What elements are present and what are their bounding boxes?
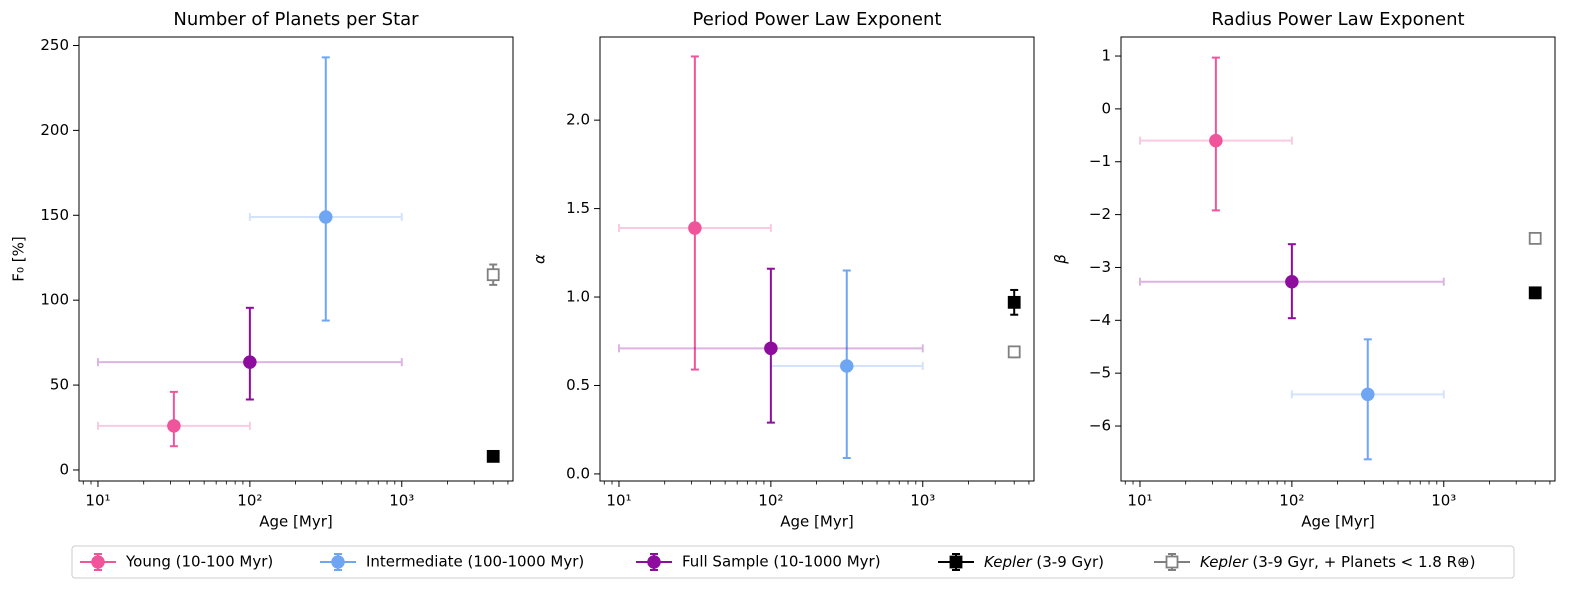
x-tick-label: 10³ [910, 492, 935, 510]
y-tick-label: 250 [40, 36, 69, 54]
point [764, 341, 778, 356]
y-tick-label: −6 [1089, 417, 1111, 435]
x-tick-label: 10² [1279, 492, 1304, 510]
point [1007, 345, 1021, 359]
y-tick-label: 1.0 [566, 288, 590, 306]
point [1361, 387, 1375, 402]
y-tick-label: 100 [40, 291, 69, 309]
legend-box [71, 545, 1515, 579]
y-tick-label: 1 [1101, 47, 1111, 65]
y-tick-label: 0 [1101, 99, 1111, 117]
legend-marker [331, 555, 345, 569]
legend-marker [647, 555, 661, 569]
x-axis-label: Age [Myr] [780, 513, 853, 531]
y-tick-label: 50 [50, 376, 69, 394]
legend-label: Kepler (3-9 Gyr, + Planets < 1.8 R⊕) [1200, 553, 1475, 571]
x-axis-label: Age [Myr] [259, 513, 332, 531]
y-tick-label: −2 [1089, 205, 1111, 223]
point [1007, 295, 1021, 309]
legend-label: Full Sample (10-1000 Myr) [682, 553, 881, 571]
x-axis-label: Age [Myr] [1301, 513, 1374, 531]
x-tick-label: 10³ [389, 492, 414, 510]
y-tick-label: 0 [59, 460, 69, 478]
point [243, 355, 257, 369]
y-tick-label: 1.5 [566, 199, 590, 217]
x-tick-label: 10¹ [1127, 492, 1152, 510]
point [486, 449, 500, 463]
y-error-bar [169, 390, 178, 448]
y-error-bar [690, 55, 699, 371]
plot-frame [1120, 36, 1556, 482]
point [1528, 231, 1542, 245]
y-tick-label: 0.5 [566, 376, 590, 394]
legend-label: Intermediate (100-1000 Myr) [366, 553, 584, 571]
legend-label: Young (10-100 Myr) [125, 553, 273, 571]
y-tick-label: −3 [1089, 258, 1111, 276]
point [1528, 286, 1542, 300]
y-tick-label: −4 [1089, 311, 1111, 329]
legend-label: Kepler (3-9 Gyr) [984, 553, 1104, 571]
point [486, 268, 500, 282]
legend-marker [949, 555, 963, 569]
point [167, 419, 181, 433]
point [688, 221, 702, 235]
plot-frame [599, 36, 1035, 482]
y-error-bar [245, 306, 254, 401]
y-axis-label: F₀ [%] [10, 236, 28, 281]
x-tick-label: 10² [758, 492, 783, 510]
x-tick-label: 10¹ [606, 492, 631, 510]
point [1285, 274, 1299, 289]
y-tick-label: 150 [40, 206, 69, 224]
x-tick-label: 10¹ [85, 492, 110, 510]
y-error-bar [321, 56, 330, 322]
legend-marker [1165, 555, 1179, 569]
y-tick-label: 200 [40, 121, 69, 139]
x-tick-label: 10² [237, 492, 262, 510]
y-tick-label: −1 [1089, 152, 1111, 170]
y-tick-label: 2.0 [566, 111, 590, 129]
point [319, 210, 333, 224]
x-tick-label: 10³ [1431, 492, 1456, 510]
chart-title: Period Power Law Exponent [693, 9, 942, 30]
plot-frame [78, 36, 514, 482]
y-axis-label: β [1052, 254, 1070, 265]
legend-marker [91, 555, 105, 569]
y-tick-label: 0.0 [566, 464, 590, 482]
point [840, 359, 854, 373]
y-tick-label: −5 [1089, 364, 1111, 382]
chart-title: Radius Power Law Exponent [1211, 9, 1464, 30]
chart-title: Number of Planets per Star [173, 9, 419, 30]
y-axis-label: α [531, 254, 549, 264]
point [1209, 133, 1223, 148]
